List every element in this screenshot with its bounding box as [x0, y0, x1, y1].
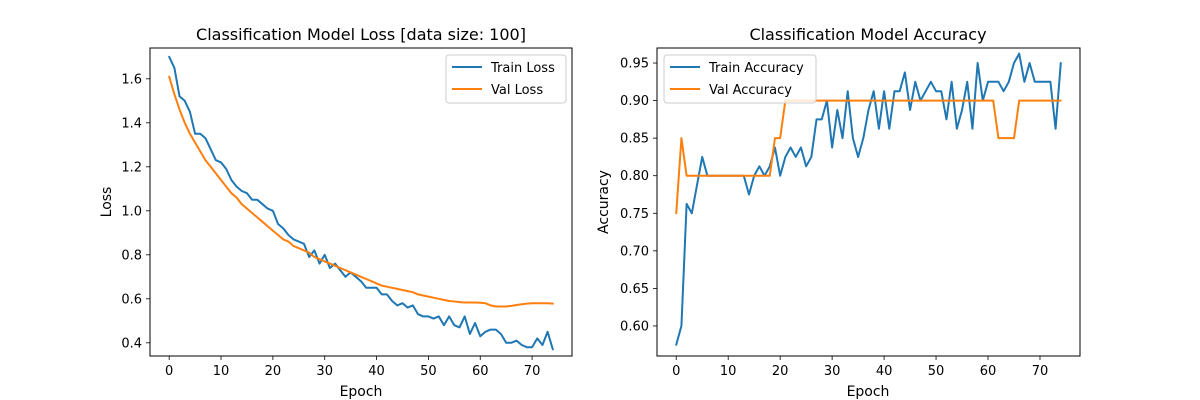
accuracy-legend: Train Accuracy Val Accuracy [663, 54, 817, 104]
accuracy-y-tick-label: 0.65 [620, 282, 649, 297]
loss-series-val-loss [168, 75, 554, 308]
accuracy-chart: Classification Model Accuracy 0 10 20 30 40 5… [596, 25, 1081, 400]
accuracy-series-val-accuracy [675, 99, 1062, 215]
loss-legend-val-label: Val Loss [491, 83, 543, 98]
loss-x-tick-label: 30 [316, 364, 333, 379]
accuracy-axes-frame [656, 47, 1081, 357]
accuracy-y-tick-label: 0.60 [620, 319, 649, 334]
accuracy-x-tick-label: 70 [1032, 364, 1049, 379]
loss-x-axis-label: Epoch [340, 384, 383, 400]
loss-y-tick-label: 1.6 [121, 72, 142, 87]
accuracy-y-tick-label: 0.70 [620, 244, 649, 259]
loss-x-tick-label: 60 [472, 364, 489, 379]
accuracy-x-tick-label: 50 [928, 364, 945, 379]
accuracy-x-tick-label: 30 [824, 364, 841, 379]
loss-x-tick-label: 40 [368, 364, 385, 379]
loss-legend-train-label: Train Loss [490, 61, 555, 76]
loss-legend: Train Loss Val Loss [445, 54, 567, 104]
loss-plot-area: 0 10 20 30 40 50 60 70 0.4 0.6 0.8 1.0 1.2 1.4 1.6 [121, 55, 554, 379]
accuracy-chart-title: Classification Model Accuracy [749, 25, 986, 44]
accuracy-x-tick-label: 40 [876, 364, 893, 379]
accuracy-y-tick-label: 0.90 [620, 94, 649, 109]
accuracy-x-tick-label: 20 [772, 364, 789, 379]
loss-y-tick-label: 0.4 [121, 336, 142, 351]
loss-chart: Classification Model Loss [data size: 10… [99, 25, 573, 400]
accuracy-y-tick-label: 0.85 [620, 132, 649, 147]
loss-x-tick-label: 10 [213, 364, 230, 379]
loss-axes-frame [149, 47, 573, 357]
loss-y-axis-label: Loss [99, 187, 115, 218]
accuracy-legend-train-label: Train Accuracy [708, 61, 804, 76]
accuracy-y-tick-label: 0.75 [620, 207, 649, 222]
loss-y-tick-label: 1.2 [121, 160, 142, 175]
accuracy-legend-val-label: Val Accuracy [709, 83, 792, 98]
loss-y-tick-label: 1.0 [121, 204, 142, 219]
accuracy-x-axis-label: Epoch [847, 384, 890, 400]
accuracy-x-tick-label: 60 [980, 364, 997, 379]
accuracy-y-tick-label: 0.80 [620, 169, 649, 184]
loss-x-tick-label: 70 [524, 364, 541, 379]
accuracy-y-tick-label: 0.95 [620, 57, 649, 72]
loss-chart-title: Classification Model Loss [data size: 10… [196, 25, 526, 44]
loss-x-tick-label: 50 [420, 364, 437, 379]
loss-y-tick-label: 0.6 [121, 292, 142, 307]
loss-x-tick-label: 0 [165, 364, 173, 379]
loss-y-tick-label: 0.8 [121, 248, 142, 263]
loss-x-tick-label: 20 [265, 364, 282, 379]
loss-series-train-loss [168, 55, 554, 351]
accuracy-y-axis-label: Accuracy [596, 170, 612, 234]
accuracy-plot-area: 0 10 20 30 40 50 60 70 0.60 0.65 0.70 0.75 0.80 0.85 0… [620, 52, 1062, 379]
accuracy-x-tick-label: 0 [672, 364, 680, 379]
accuracy-x-tick-label: 10 [720, 364, 737, 379]
loss-y-tick-label: 1.4 [121, 116, 142, 131]
accuracy-legend-box [663, 54, 817, 104]
